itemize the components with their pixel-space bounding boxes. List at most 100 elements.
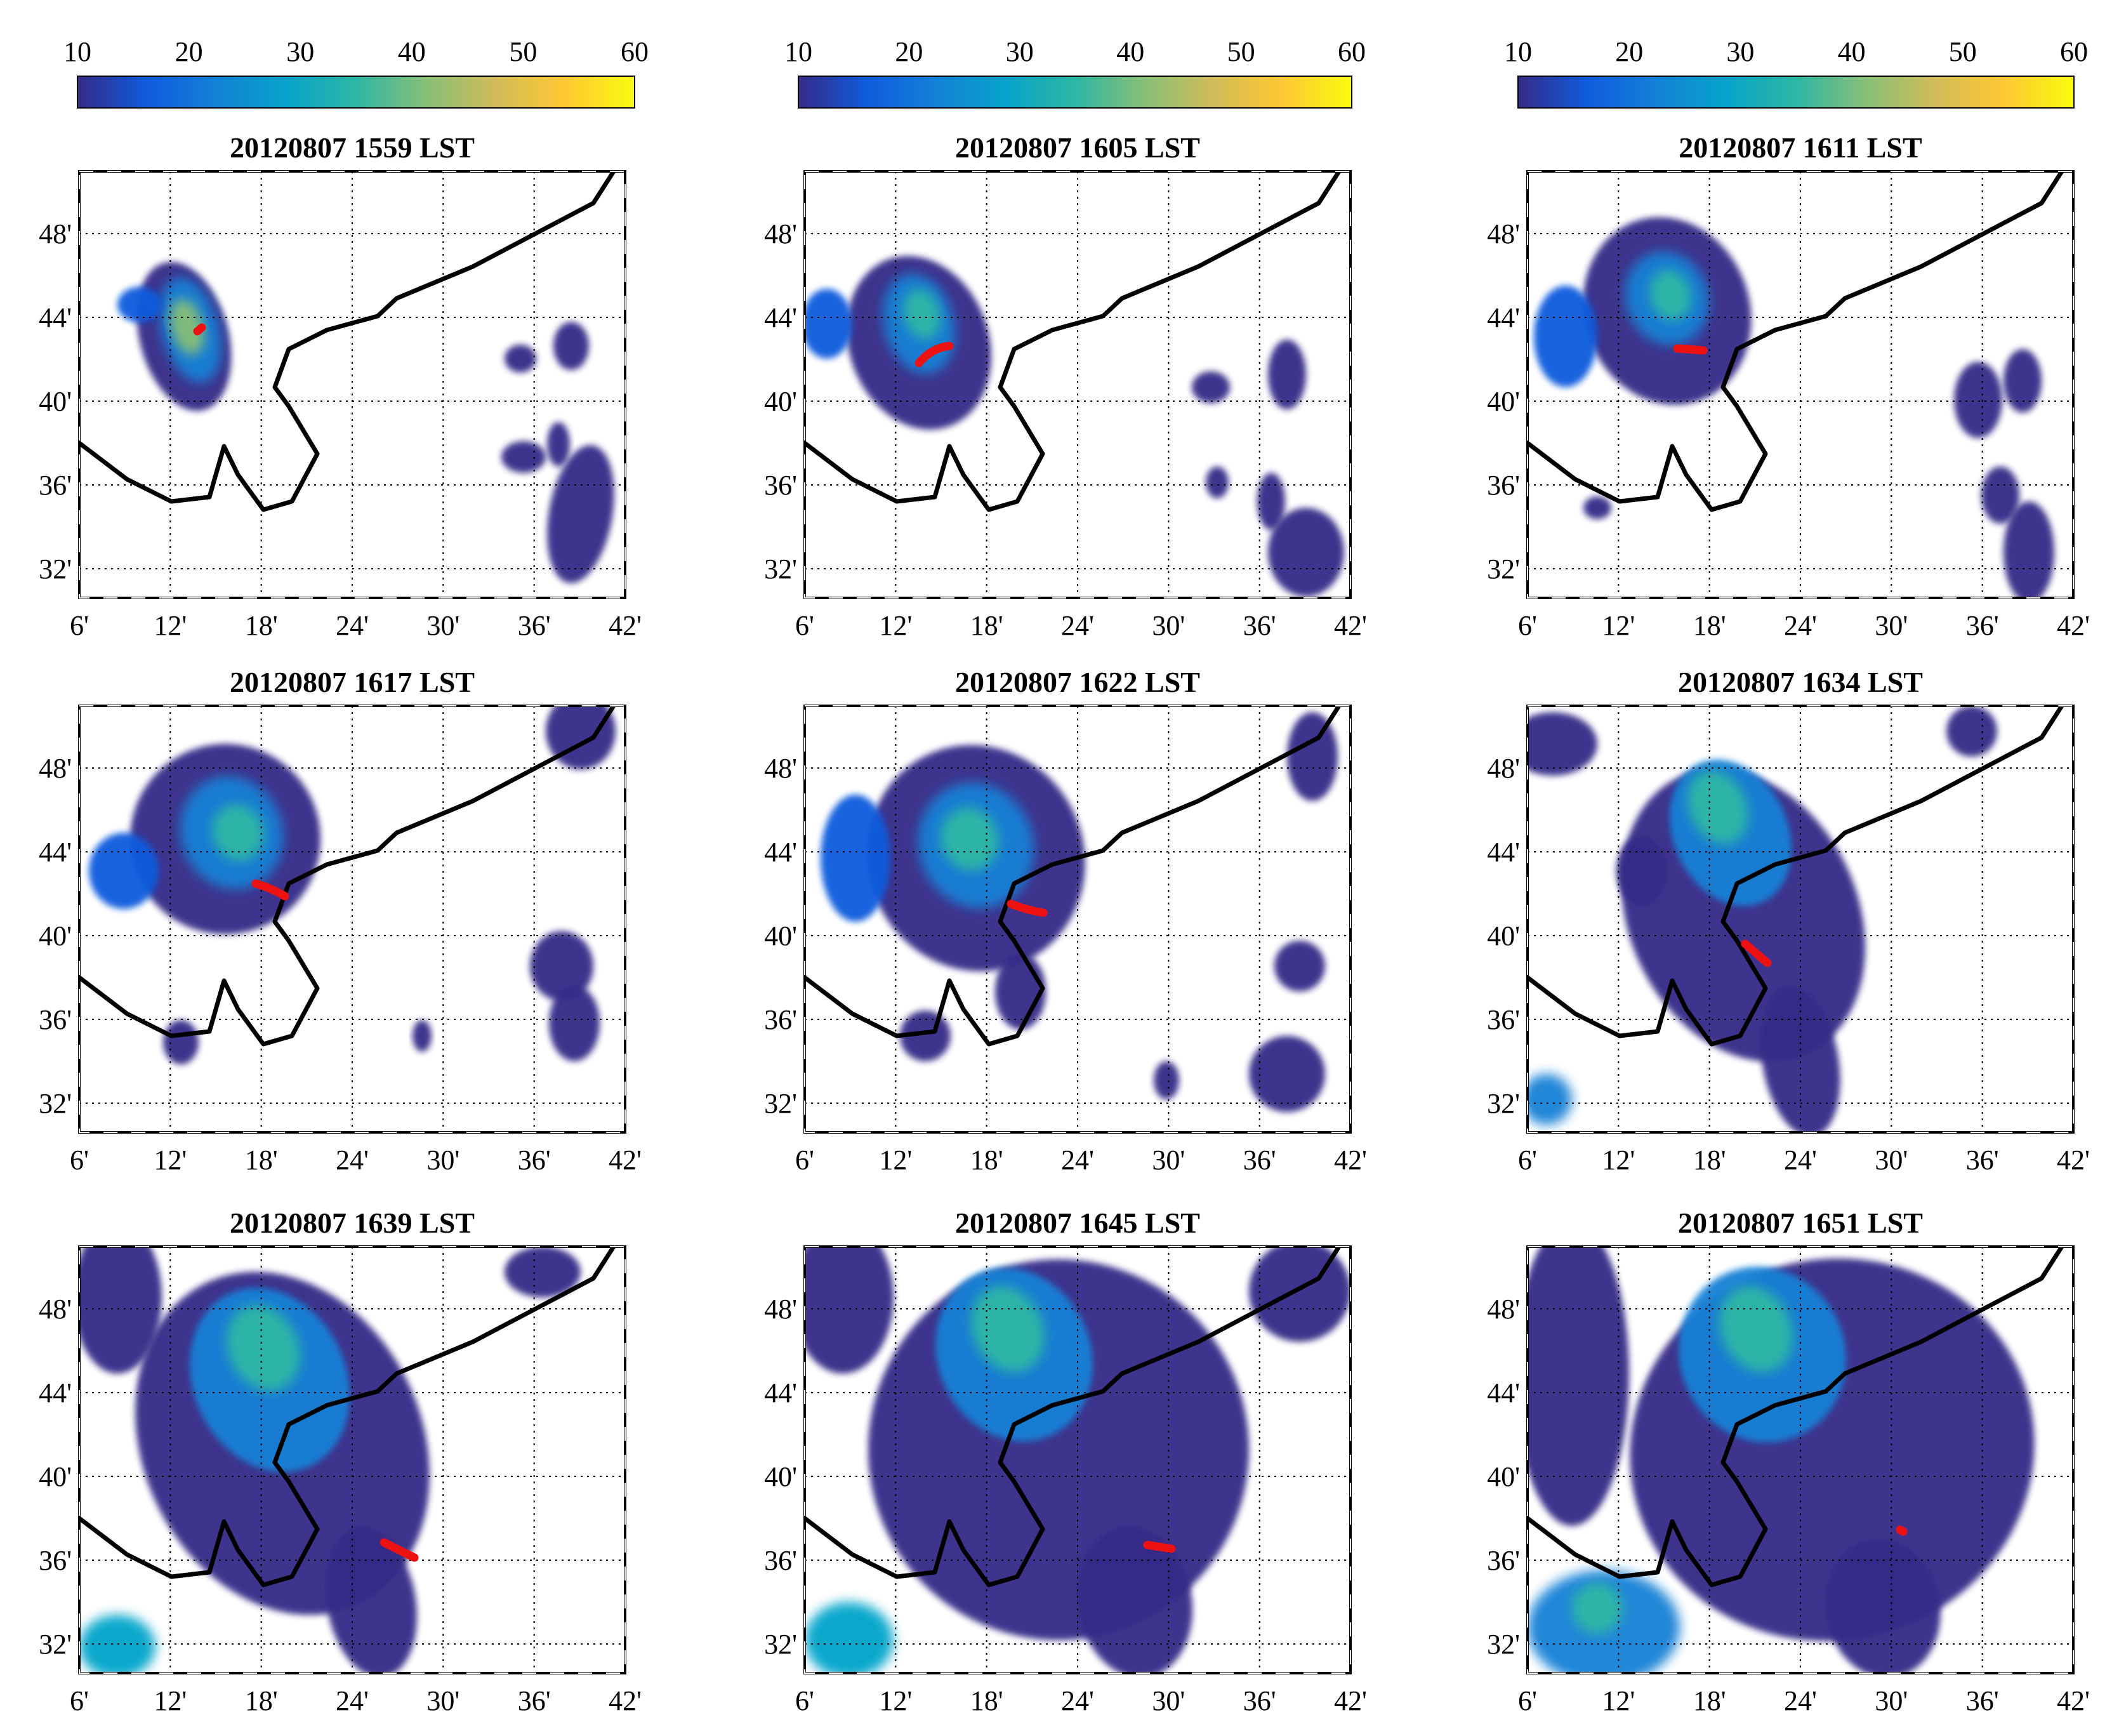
boundary-line [805, 1247, 1341, 1587]
echo-blob [1649, 270, 1691, 321]
echo-blob [89, 833, 159, 909]
y-tick-label: 32' [1487, 1629, 1520, 1660]
colorbar-3: 10 20 30 40 50 60 [1504, 36, 2088, 109]
y-tick-label: 40' [39, 1461, 72, 1492]
panel-title: 20120807 1605 LST [955, 131, 1200, 164]
echo-blob [1616, 836, 1667, 906]
echo-blob [904, 289, 941, 340]
y-tick-label: 32' [764, 1088, 797, 1119]
y-tick-label: 36' [1487, 470, 1520, 501]
radar-panel: 20120807 1617 LST 6' 12' 18' 24' 30' 36' 42' 48'… [39, 666, 642, 1176]
echo-blob [1268, 340, 1306, 409]
panel-title: 20120807 1651 LST [1678, 1207, 1923, 1239]
echo-blob [79, 1247, 162, 1374]
x-tick-label: 42' [2057, 1144, 2090, 1176]
y-tick-label: 48' [39, 218, 72, 249]
echo-blob [2003, 501, 2054, 598]
y-tick-label: 44' [1487, 837, 1520, 868]
echo-blob [163, 1020, 199, 1064]
x-tick-label: 24' [1784, 1685, 1817, 1716]
x-tick-label: 30' [1875, 1144, 1908, 1176]
echo-blob [805, 289, 852, 359]
reflectivity-field [1528, 1247, 2073, 1673]
x-tick-label: 12' [1602, 610, 1635, 641]
echo-blob [1583, 496, 1611, 519]
reflectivity-field [805, 706, 1350, 1132]
x-tick-label: 42' [609, 610, 642, 641]
y-tick-label: 48' [764, 1294, 797, 1325]
storm-track [380, 1538, 419, 1562]
x-tick-label: 36' [1966, 610, 1999, 641]
x-tick-label: 18' [245, 1685, 278, 1716]
panel-title: 20120807 1639 LST [230, 1207, 475, 1239]
storm-track [1143, 1541, 1176, 1553]
panels-layer: 20120807 1559 LST 6' 12' 18' 24' 30' 36' 42' 48'… [39, 131, 2090, 1716]
colorbar-tick: 40 [398, 36, 426, 67]
echo-blob [941, 807, 999, 871]
colorbar-2: 10 20 30 40 50 60 [784, 36, 1366, 109]
panel-frame-dash [1527, 171, 2074, 599]
y-tick-label: 36' [1487, 1004, 1520, 1035]
x-tick-label: 6' [1518, 610, 1537, 641]
echo-blob [117, 287, 162, 322]
echo-blob [971, 1286, 1045, 1372]
x-tick-label: 18' [1693, 1144, 1726, 1176]
echo-blob [1076, 1526, 1193, 1673]
y-tick-label: 32' [39, 1629, 72, 1660]
x-tick-label: 24' [336, 610, 369, 641]
echo-blob [413, 1020, 432, 1052]
colorbar-gradient [798, 76, 1352, 109]
reflectivity-field [1528, 171, 2073, 598]
x-tick-label: 24' [1061, 1144, 1094, 1176]
y-tick-label: 44' [39, 302, 72, 333]
x-tick-label: 12' [1602, 1685, 1635, 1716]
x-tick-label: 30' [1152, 1685, 1185, 1716]
x-tick-label: 12' [154, 1685, 187, 1716]
panel-title: 20120807 1634 LST [1678, 666, 1923, 698]
echo-blob [2003, 349, 2042, 413]
colorbar-gradient [1517, 76, 2075, 109]
x-tick-label: 42' [2057, 610, 2090, 641]
x-tick-label: 30' [1875, 610, 1908, 641]
x-tick-label: 18' [970, 1144, 1003, 1176]
y-tick-label: 32' [764, 1629, 797, 1660]
y-tick-label: 36' [39, 1004, 72, 1035]
echo-blob [325, 1527, 418, 1673]
x-tick-label: 36' [518, 1685, 551, 1716]
panel-frame-dash [1527, 1246, 2074, 1674]
panel-frame-dash [79, 171, 626, 599]
storm-track [1673, 344, 1708, 355]
y-tick-label: 40' [1487, 920, 1520, 951]
grid [79, 1247, 625, 1673]
y-tick-label: 40' [1487, 386, 1520, 417]
x-tick-label: 42' [1334, 1685, 1367, 1716]
boundary-line [79, 1247, 616, 1587]
grid [79, 171, 625, 598]
x-tick-label: 42' [1334, 1144, 1367, 1176]
storm-track [193, 323, 206, 336]
reflectivity-field [79, 706, 625, 1132]
panel-frame-dash [804, 171, 1351, 599]
echo-blob [170, 299, 204, 355]
grid [1528, 1247, 2073, 1673]
y-tick-label: 40' [39, 386, 72, 417]
colorbar-tick: 20 [895, 36, 923, 67]
grid [1528, 171, 2073, 598]
echo-blob [547, 445, 614, 583]
echo-blob [1981, 467, 2019, 524]
x-tick-label: 12' [1602, 1144, 1635, 1176]
colorbar-tick: 20 [1615, 36, 1643, 67]
y-tick-label: 44' [764, 1377, 797, 1408]
x-tick-label: 24' [1784, 1144, 1817, 1176]
x-tick-label: 24' [336, 1144, 369, 1176]
x-tick-label: 6' [795, 610, 814, 641]
y-tick-label: 48' [39, 1294, 72, 1325]
x-tick-label: 6' [70, 610, 89, 641]
y-tick-label: 36' [764, 470, 797, 501]
echo-blob [1528, 712, 1597, 776]
panel-title: 20120807 1645 LST [955, 1207, 1200, 1239]
y-tick-label: 44' [764, 837, 797, 868]
y-tick-label: 44' [1487, 1377, 1520, 1408]
grid [805, 706, 1350, 1132]
